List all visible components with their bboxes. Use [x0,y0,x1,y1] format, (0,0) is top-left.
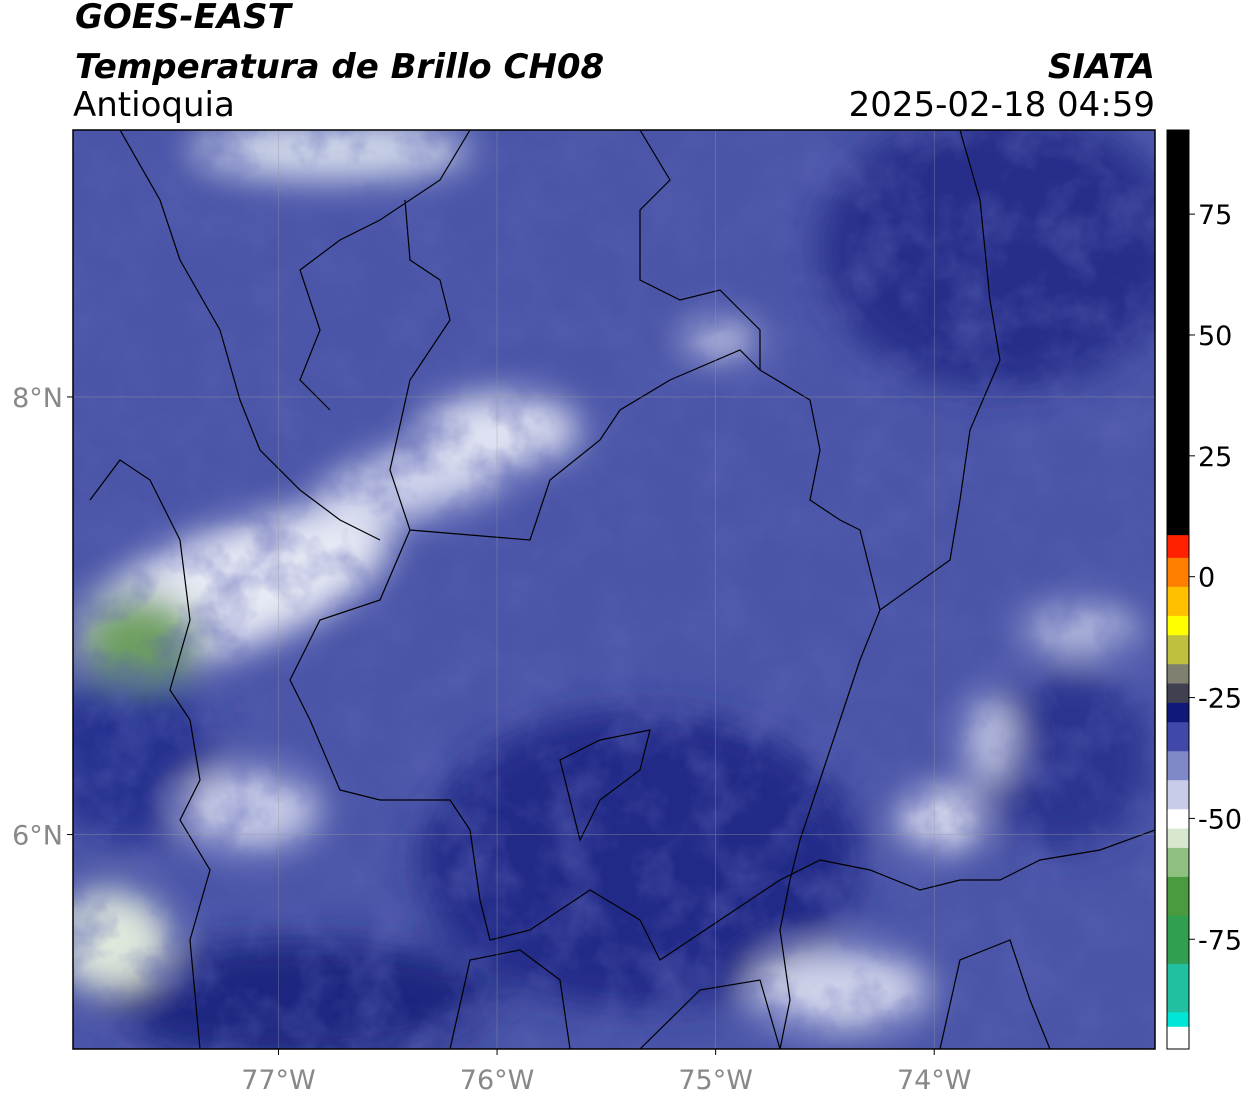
colorbar-segment [1167,963,1189,1013]
datetime: 2025-02-18 04:59 [849,85,1155,125]
colorbar-segment [1167,828,1189,848]
colorbar-tick-label: 0 [1198,563,1215,594]
agency: SIATA [1048,47,1155,87]
x-tick-label: 76°W [460,1065,535,1096]
map-frame [72,129,1156,1050]
colorbar-segment [1167,683,1189,703]
colorbar-segment [1167,557,1189,587]
colorbar-segment [1167,876,1189,916]
colorbar-tick-label: 25 [1198,442,1232,473]
y-tick-label: 6°N [12,821,63,852]
region: Antioquia [73,85,235,125]
x-tick-label: 75°W [678,1065,753,1096]
colorbar-segment [1167,808,1189,829]
colorbar-segment [1167,534,1189,558]
y-tick-label: 8°N [12,383,63,414]
colorbar-frame [1166,129,1190,1050]
colorbar-segment [1167,915,1189,964]
title: Temperatura de Brillo CH08 [75,47,604,87]
colorbar-tick-label: -75 [1198,925,1242,956]
colorbar-segment [1167,702,1189,723]
x-tick-label: 74°W [897,1065,972,1096]
colorbar-segment [1167,586,1189,616]
colorbar-segment [1167,847,1189,877]
map-image [73,130,1155,1049]
colorbar-tick-label: -25 [1198,684,1242,715]
colorbar-segment [1167,1011,1189,1027]
colorbar-tick-label: -50 [1198,804,1242,835]
colorbar-segment [1167,634,1189,665]
colorbar-segment [1167,130,1189,536]
x-tick-label: 77°W [241,1065,316,1096]
colorbar-segment [1167,779,1189,810]
colorbar-segment [1167,663,1189,684]
colorbar-tick-label: 75 [1198,200,1232,231]
title: GOES-EAST [75,0,294,37]
colorbar-segment [1167,1026,1189,1050]
colorbar-segment [1167,721,1189,752]
colorbar-tick-label: 50 [1198,321,1232,352]
colorbar-segment [1167,615,1189,636]
colorbar-segment [1167,750,1189,781]
